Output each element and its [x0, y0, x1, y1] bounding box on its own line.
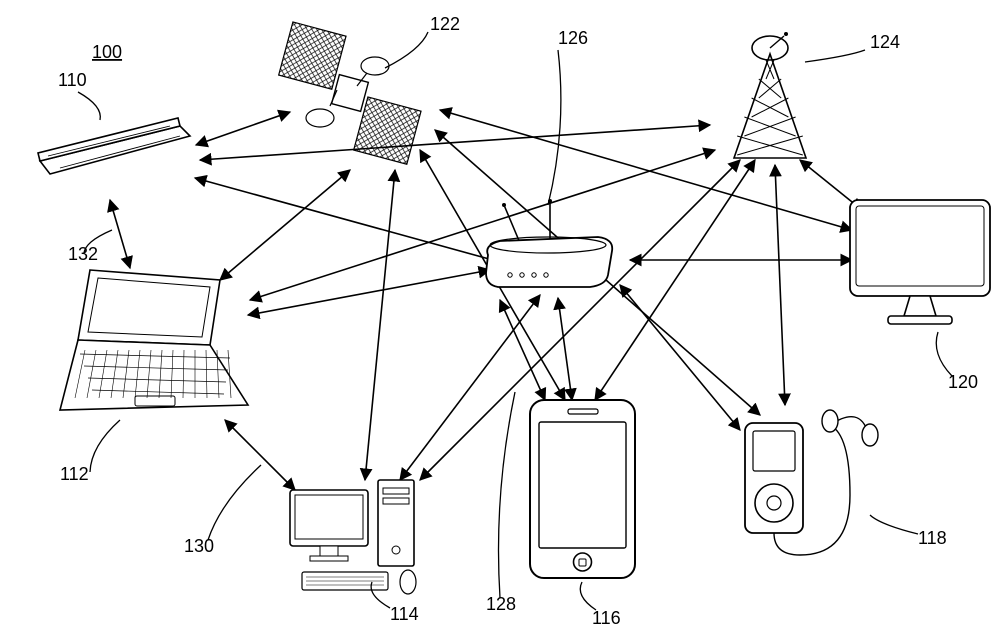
callout-label: 120	[948, 372, 978, 392]
callout-leader	[78, 92, 100, 120]
mp3player-node	[745, 410, 878, 555]
callout-label: 132	[68, 244, 98, 264]
edge-mp3player-celltower	[775, 165, 785, 405]
callout-label: 112	[60, 464, 89, 484]
edge-desktop-satellite	[365, 170, 395, 480]
callout-leader	[90, 420, 120, 472]
callout-label: 122	[430, 14, 460, 34]
callout-label: 126	[558, 28, 588, 48]
callout-label: 114	[390, 604, 419, 624]
callout-label: 130	[184, 536, 214, 556]
edge-tablet-celltower	[200, 125, 710, 160]
edge-tablet-laptop	[110, 200, 130, 268]
edge-smartphone-router	[500, 300, 545, 400]
callout-leader	[580, 582, 596, 610]
celltower-node	[734, 32, 806, 158]
network-diagram: 100110 112 114 116 118 120 122 124 126 128 130 132	[0, 0, 1000, 636]
satellite-node	[279, 22, 421, 164]
edge-mp3player-router	[620, 285, 740, 430]
smartphone-node	[530, 400, 635, 578]
callout-label: 110	[58, 70, 87, 90]
callout-leader	[208, 465, 261, 540]
node-layer: 100	[38, 22, 990, 594]
callout-leader	[805, 50, 865, 62]
desktop-node	[290, 480, 416, 594]
edge-tablet-satellite	[196, 112, 290, 145]
tablet-node	[38, 118, 190, 174]
router-node	[486, 199, 612, 287]
edge-laptop-satellite	[220, 170, 350, 280]
callout-label: 116	[592, 608, 621, 628]
edge-smartphone-router	[558, 298, 572, 400]
callout-leader	[498, 392, 515, 598]
callout-leader	[936, 332, 952, 376]
monitor-node	[850, 200, 990, 324]
callout-leader	[870, 515, 918, 534]
edge-monitor-satellite	[440, 110, 852, 230]
callout-leader	[548, 50, 561, 205]
callout-leader	[385, 32, 428, 68]
edge-tablet-router	[195, 178, 500, 262]
edge-laptop-desktop	[225, 420, 295, 490]
laptop-node	[60, 270, 248, 410]
callout-label: 118	[918, 528, 947, 548]
callout-label: 128	[486, 594, 516, 614]
edge-desktop-router	[400, 295, 540, 480]
system-label: 100	[92, 42, 122, 62]
edge-laptop-router	[248, 270, 490, 315]
callout-label: 124	[870, 32, 900, 52]
